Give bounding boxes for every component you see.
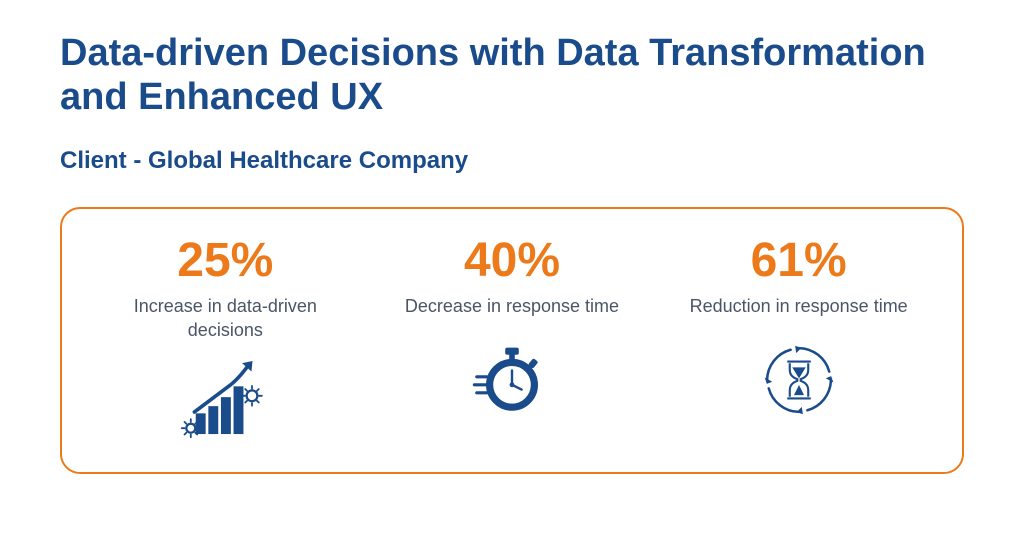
page-title: Data-driven Decisions with Data Transfor…: [60, 32, 964, 119]
stopwatch-icon: [467, 335, 557, 425]
stat-value: 25%: [177, 237, 273, 285]
stat-label: Increase in data-driven decisions: [115, 295, 335, 342]
stat-value: 40%: [464, 237, 560, 285]
stat-item: 25% Increase in data-driven decisions: [85, 237, 365, 448]
stat-item: 40% Decrease in response time: [372, 237, 652, 424]
stat-value: 61%: [751, 237, 847, 285]
stat-label: Decrease in response time: [405, 295, 619, 318]
client-subtitle: Client - Global Healthcare Company: [60, 147, 964, 175]
hourglass-cycle-icon: [754, 335, 844, 425]
stat-label: Reduction in response time: [690, 295, 908, 318]
stats-card: 25% Increase in data-driven decisions: [60, 207, 964, 474]
stat-item: 61% Reduction in response time: [659, 237, 939, 424]
growth-chart-icon: [180, 358, 270, 448]
